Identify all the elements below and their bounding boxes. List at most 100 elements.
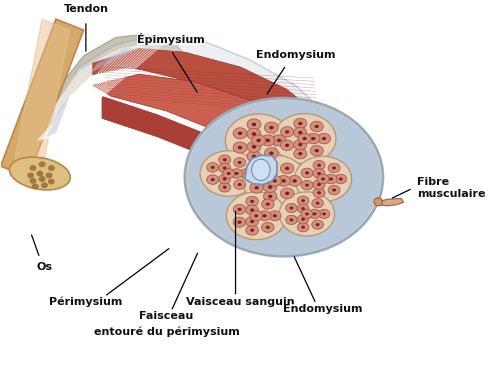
Circle shape — [298, 133, 311, 144]
Circle shape — [238, 221, 242, 224]
Circle shape — [273, 114, 336, 163]
Circle shape — [252, 123, 256, 126]
Circle shape — [30, 166, 36, 170]
Circle shape — [263, 191, 277, 202]
Circle shape — [250, 169, 263, 179]
Circle shape — [223, 158, 227, 161]
Ellipse shape — [251, 159, 270, 180]
Circle shape — [318, 133, 330, 144]
Circle shape — [250, 211, 262, 221]
Circle shape — [317, 172, 321, 175]
Circle shape — [272, 135, 286, 146]
Circle shape — [307, 133, 320, 144]
Circle shape — [41, 183, 47, 187]
Circle shape — [223, 177, 227, 180]
Circle shape — [266, 139, 270, 142]
Circle shape — [238, 131, 242, 135]
Circle shape — [301, 226, 305, 229]
Circle shape — [206, 163, 219, 172]
Circle shape — [250, 229, 254, 232]
Circle shape — [250, 182, 263, 193]
Circle shape — [312, 220, 324, 229]
Text: entouré du périmysium: entouré du périmysium — [93, 326, 239, 337]
Circle shape — [258, 211, 271, 221]
Circle shape — [261, 135, 275, 146]
Circle shape — [246, 196, 258, 206]
Circle shape — [310, 121, 323, 132]
Circle shape — [234, 180, 246, 189]
Polygon shape — [102, 96, 323, 196]
Circle shape — [219, 183, 231, 192]
Circle shape — [269, 126, 274, 130]
Circle shape — [225, 114, 292, 167]
Circle shape — [317, 174, 329, 184]
Circle shape — [328, 185, 340, 195]
Circle shape — [246, 225, 258, 235]
Circle shape — [317, 183, 321, 186]
Circle shape — [233, 204, 246, 214]
Circle shape — [185, 98, 383, 256]
Circle shape — [254, 214, 258, 217]
Circle shape — [332, 166, 336, 169]
Circle shape — [250, 220, 254, 223]
Polygon shape — [93, 49, 323, 133]
Circle shape — [316, 223, 320, 226]
Circle shape — [219, 155, 231, 165]
Circle shape — [243, 155, 307, 207]
Circle shape — [277, 175, 290, 186]
Circle shape — [311, 137, 316, 140]
Circle shape — [266, 226, 270, 229]
Circle shape — [298, 131, 302, 134]
Circle shape — [251, 135, 266, 146]
Circle shape — [30, 179, 36, 183]
Circle shape — [206, 175, 219, 184]
Circle shape — [318, 209, 330, 218]
Circle shape — [268, 173, 272, 176]
Circle shape — [322, 137, 326, 140]
Circle shape — [227, 172, 231, 175]
Circle shape — [33, 184, 38, 189]
Circle shape — [335, 174, 347, 184]
Circle shape — [310, 145, 323, 156]
Circle shape — [301, 218, 305, 221]
Circle shape — [315, 125, 319, 128]
Text: Endomysium: Endomysium — [256, 49, 335, 59]
Circle shape — [281, 127, 294, 137]
Circle shape — [252, 132, 256, 136]
Circle shape — [313, 161, 325, 170]
Polygon shape — [47, 49, 139, 137]
Ellipse shape — [9, 157, 70, 190]
Text: Vaisceau sanguin: Vaisceau sanguin — [186, 297, 294, 307]
Circle shape — [234, 158, 246, 167]
Circle shape — [250, 208, 254, 211]
Circle shape — [298, 152, 302, 155]
Circle shape — [263, 214, 267, 217]
Circle shape — [305, 213, 309, 215]
Circle shape — [238, 161, 242, 164]
Circle shape — [273, 179, 277, 183]
Circle shape — [285, 192, 289, 195]
Circle shape — [28, 173, 34, 177]
Circle shape — [235, 172, 239, 175]
Circle shape — [256, 139, 261, 142]
Circle shape — [211, 178, 214, 181]
Text: Faisceau: Faisceau — [139, 311, 194, 321]
Circle shape — [254, 186, 259, 190]
Circle shape — [238, 208, 242, 211]
Circle shape — [301, 180, 313, 190]
Circle shape — [241, 169, 252, 178]
Circle shape — [37, 171, 42, 176]
Circle shape — [247, 141, 261, 152]
Circle shape — [305, 184, 309, 187]
Circle shape — [40, 177, 45, 181]
Circle shape — [317, 164, 321, 167]
Circle shape — [289, 218, 293, 221]
Text: Périmysium: Périmysium — [49, 297, 123, 307]
Circle shape — [268, 195, 272, 198]
Circle shape — [264, 148, 278, 159]
Circle shape — [223, 166, 227, 169]
Circle shape — [261, 199, 274, 209]
Circle shape — [46, 173, 52, 177]
Circle shape — [277, 139, 282, 142]
Circle shape — [316, 202, 320, 205]
